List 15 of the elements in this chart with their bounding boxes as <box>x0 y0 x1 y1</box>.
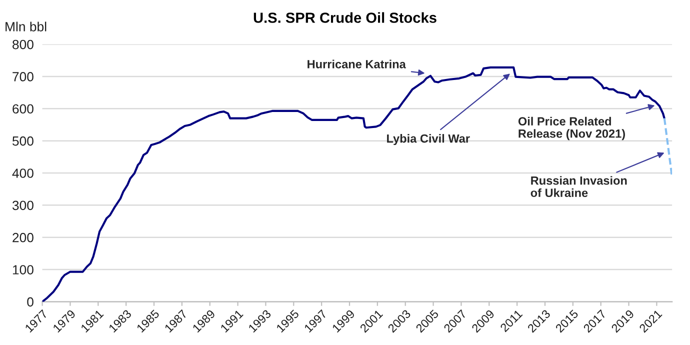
y-tick-label: 700 <box>12 72 34 82</box>
annotation: Hurricane Katrina <box>308 60 406 68</box>
annotation: Oil Price Related Release (Nov 2021) <box>518 116 625 140</box>
y-tick-label: 200 <box>12 232 34 242</box>
y-tick-label: 600 <box>12 104 34 114</box>
annotation: Russian Invasion of Ukraine <box>530 176 627 198</box>
y-tick-label: 800 <box>12 40 34 50</box>
y-tick-label: 0 <box>27 297 34 307</box>
y-tick-label: 500 <box>12 136 34 146</box>
annotation: Lybia Civil War <box>387 134 470 146</box>
y-tick-label: 300 <box>12 200 34 210</box>
y-tick-label: 400 <box>12 168 34 178</box>
chart-title: U.S. SPR Crude Oil Stocks <box>254 12 436 23</box>
y-tick-label: 100 <box>12 265 34 274</box>
y-axis-title: Mln bbl <box>6 22 46 32</box>
